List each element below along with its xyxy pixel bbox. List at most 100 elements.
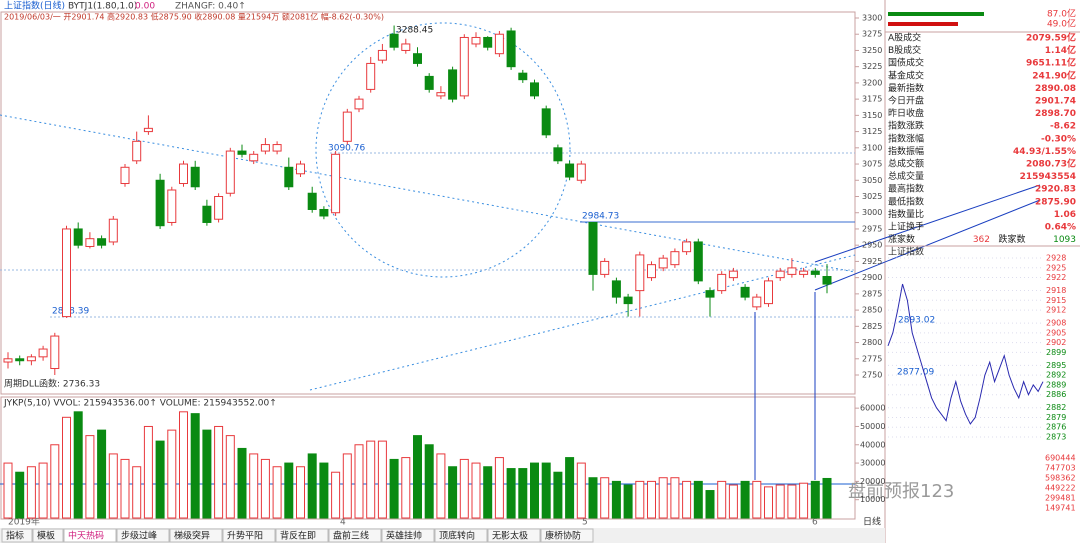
- y-tick-label: 3025: [862, 192, 882, 201]
- mini-volume-label: 299481: [1045, 494, 1076, 503]
- volume-bar: [611, 480, 621, 519]
- candle-body: [822, 276, 832, 285]
- volume-bar: [600, 477, 610, 519]
- y-tick-label: 3300: [862, 13, 882, 22]
- candle-body: [331, 153, 341, 214]
- volume-bar: [155, 440, 165, 519]
- tab-label[interactable]: 步级过峰: [121, 530, 157, 542]
- mini-price-label: 2889: [1046, 380, 1066, 389]
- y-tick-label: 3250: [862, 46, 882, 55]
- tab-label[interactable]: 指标: [6, 530, 24, 542]
- tab-label[interactable]: 无影太极: [492, 530, 528, 542]
- tab[interactable]: [32, 528, 64, 543]
- tab[interactable]: [116, 528, 170, 543]
- volume-bar: [190, 413, 200, 519]
- x-label: 5: [582, 518, 588, 528]
- y-tick-label: 3100: [862, 143, 882, 152]
- candle-body: [319, 208, 329, 217]
- zhangf: ZHANGF: 0.40↑: [175, 2, 246, 12]
- y-tick-label: 2775: [862, 354, 882, 363]
- mini-annotation: 2877.09: [897, 368, 934, 378]
- tab-label[interactable]: 英雄挂帅: [386, 530, 422, 542]
- mini-volume-label: 449222: [1045, 484, 1076, 493]
- volume-bar: [307, 453, 317, 519]
- volume-bar: [752, 480, 762, 519]
- candle-body: [658, 257, 668, 269]
- volume-panel: [0, 396, 856, 520]
- y-tick-label: 3050: [862, 176, 882, 185]
- mini-price-label: 2882: [1046, 403, 1066, 412]
- candle-body: [576, 163, 586, 181]
- mini-volume-label: 598362: [1045, 474, 1076, 483]
- volume-bar: [214, 425, 224, 519]
- tab[interactable]: [63, 528, 117, 543]
- candle-body: [85, 238, 95, 247]
- stat-value: -8.62: [1050, 122, 1076, 132]
- tab-label[interactable]: 中天热码: [68, 530, 104, 542]
- stat-value: 0.64%: [1045, 223, 1076, 233]
- volume-bar: [331, 471, 341, 519]
- volume-bar: [483, 466, 493, 519]
- candle-body: [682, 241, 692, 253]
- tab[interactable]: [222, 528, 276, 543]
- stat-value: 2901.74: [1035, 97, 1076, 107]
- volume-bar: [728, 484, 738, 519]
- index-name: 上证指数(日线): [4, 0, 65, 12]
- volume-bar: [26, 466, 36, 519]
- volume-bar: [717, 480, 727, 519]
- volume-tick-label: 10000: [860, 495, 885, 504]
- stat-value: 241.90亿: [1032, 69, 1076, 81]
- volume-tick-label: 20000: [860, 477, 885, 486]
- quote: 2019/06/03/一 开2901.74 高2920.83 低2875.90 …: [4, 12, 384, 22]
- stat-label: B股成交: [888, 44, 921, 56]
- mini-price-label: 2892: [1046, 371, 1066, 380]
- y-tick-label: 2950: [862, 241, 882, 250]
- x-label: 6: [812, 518, 818, 528]
- tab[interactable]: [381, 528, 435, 543]
- tab[interactable]: [328, 528, 382, 543]
- tab[interactable]: [169, 528, 223, 543]
- tab-label[interactable]: 升势平阳: [227, 530, 263, 542]
- x-label: 4: [340, 518, 346, 528]
- candle-body: [284, 166, 294, 188]
- candle-body: [202, 205, 212, 223]
- tab[interactable]: [434, 528, 488, 543]
- candle-body: [623, 296, 633, 305]
- stat-label: 指数涨幅: [888, 132, 924, 144]
- mini-price-label: 2922: [1046, 273, 1066, 282]
- volume-bar: [553, 471, 563, 519]
- stat-label: 指数振幅: [888, 145, 924, 157]
- tab-label[interactable]: 盘前三线: [333, 530, 369, 542]
- mini-volume-label: 690444: [1045, 454, 1076, 463]
- stat-label: 最低指数: [888, 195, 924, 207]
- volume-bar: [97, 429, 107, 519]
- stat-value: 2079.59亿: [1026, 32, 1076, 44]
- tab-label[interactable]: 模板: [37, 530, 55, 542]
- mini-price-label: 2899: [1046, 348, 1066, 357]
- indicator-value: 0.00: [135, 2, 155, 12]
- tab-label[interactable]: 梯级突异: [174, 530, 210, 542]
- candle-body: [296, 163, 305, 175]
- tab-label[interactable]: 康桥协防: [545, 530, 581, 542]
- candle-body: [413, 53, 422, 64]
- mini-price-label: 2908: [1046, 319, 1066, 328]
- volume-bar: [202, 429, 212, 519]
- bar-label: 49.0亿: [1047, 18, 1076, 30]
- tab[interactable]: [1, 528, 33, 543]
- tab[interactable]: [275, 528, 329, 543]
- tab[interactable]: [540, 528, 594, 543]
- stat-label: 总成交量: [888, 170, 924, 182]
- candle-body: [787, 267, 797, 275]
- candle-body: [354, 98, 364, 110]
- candle-body: [143, 127, 153, 133]
- tab[interactable]: [487, 528, 541, 543]
- tab-label[interactable]: 背反在即: [280, 530, 316, 542]
- candle-body: [377, 49, 387, 61]
- tab-label[interactable]: 顶底转向: [439, 530, 475, 542]
- candle-body: [459, 36, 469, 97]
- y-tick-label: 3175: [862, 95, 882, 104]
- volume-bar: [764, 486, 773, 519]
- y-tick-label: 2925: [862, 257, 882, 266]
- volume-bar: [143, 425, 153, 519]
- candle-body: [436, 92, 446, 97]
